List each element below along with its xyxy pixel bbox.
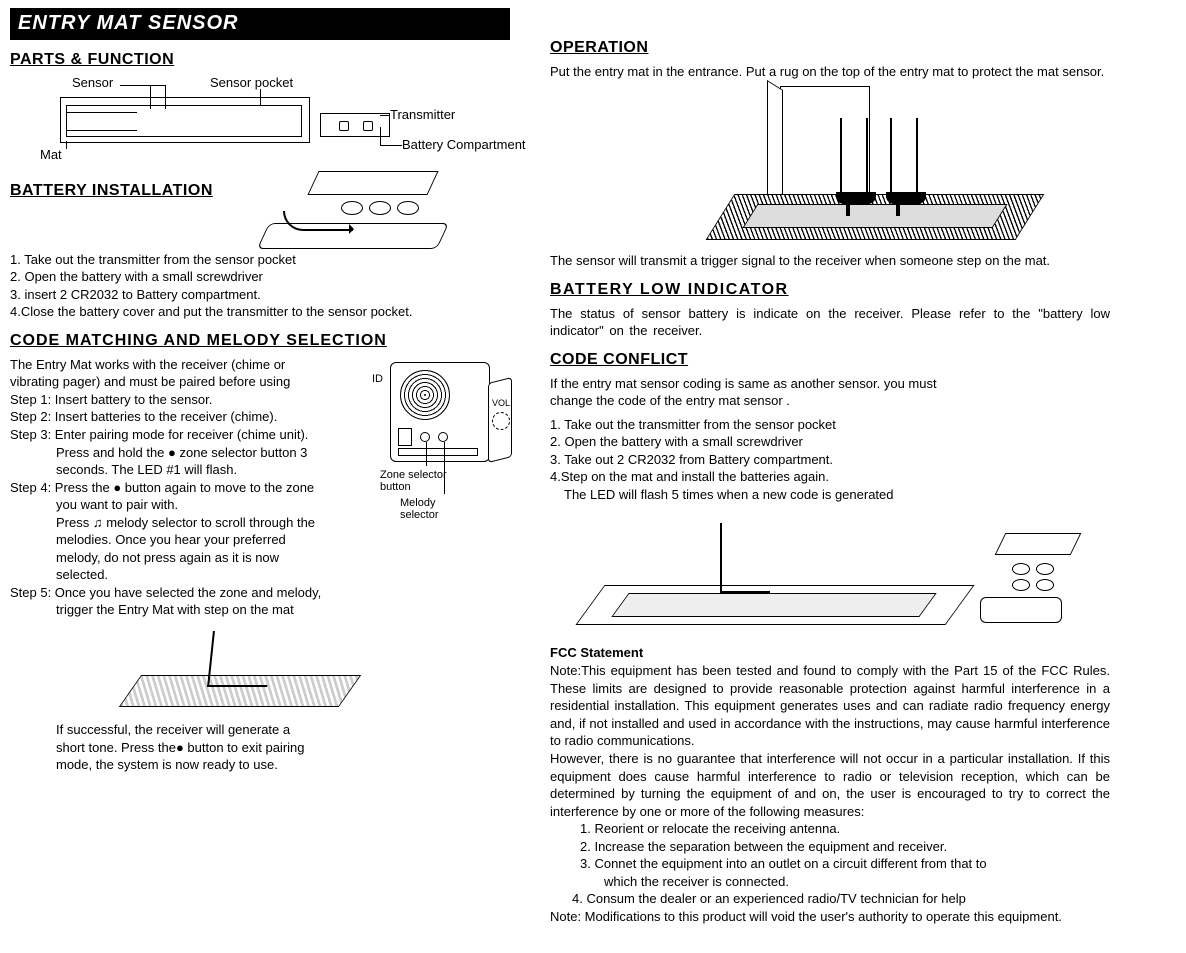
bi-step-3: 3. insert 2 CR2032 to Battery compartmen… bbox=[10, 286, 510, 304]
operation-heading: OPERATION bbox=[550, 38, 1110, 59]
code-conflict-steps: 1. Take out the transmitter from the sen… bbox=[550, 416, 1110, 504]
fcc-p2: However, there is no guarantee that inte… bbox=[550, 750, 1110, 820]
cm-step-4d: melodies. Once you hear your preferred bbox=[10, 531, 362, 549]
cm-step-3b: Press and hold the ● zone selector butto… bbox=[10, 444, 362, 462]
label-vol: VOL. bbox=[492, 398, 513, 410]
parts-diagram: Sensor pocket Sensor Mat Transmitter Bat… bbox=[10, 75, 510, 165]
battery-install-heading: BATTERY INSTALLATION bbox=[10, 181, 213, 202]
cm-step-4b: you want to pair with. bbox=[10, 496, 362, 514]
cc-step-2: 2. Open the battery with a small screwdr… bbox=[550, 433, 1110, 451]
bi-step-2: 2. Open the battery with a small screwdr… bbox=[10, 268, 510, 286]
cc-intro-a: If the entry mat sensor coding is same a… bbox=[550, 375, 1110, 393]
operation-text-1: Put the entry mat in the entrance. Put a… bbox=[550, 63, 1110, 81]
bi-step-4: 4.Close the battery cover and put the tr… bbox=[10, 303, 510, 321]
code-match-footer: If successful, the receiver will generat… bbox=[10, 721, 510, 774]
fcc-heading: FCC Statement bbox=[550, 645, 1110, 662]
label-selector: selector bbox=[400, 508, 439, 522]
cm-footer-3: mode, the system is now ready to use. bbox=[56, 756, 510, 774]
battery-install-steps: 1. Take out the transmitter from the sen… bbox=[10, 251, 510, 321]
cc-step-extra: The LED will flash 5 times when a new co… bbox=[550, 486, 1110, 504]
label-id: ID bbox=[372, 372, 383, 386]
cm-step-4a: Step 4: Press the ● button again to move… bbox=[10, 479, 362, 497]
fcc-note: Note: Modifications to this product will… bbox=[550, 908, 1110, 926]
code-conflict-intro: If the entry mat sensor coding is same a… bbox=[550, 375, 1110, 410]
label-mat: Mat bbox=[40, 147, 62, 164]
cm-step-4e: melody, do not press again as it is now bbox=[10, 549, 362, 567]
cc-step-4: 4.Step on the mat and install the batter… bbox=[550, 468, 1110, 486]
label-sensor-pocket: Sensor pocket bbox=[210, 75, 293, 92]
battery-low-heading: BATTERY LOW INDICATOR bbox=[550, 280, 1110, 301]
cm-step-5a: Step 5: Once you have selected the zone … bbox=[10, 584, 362, 602]
fcc-m2: 2. Increase the separation between the e… bbox=[550, 838, 1110, 856]
cm-step-5b: trigger the Entry Mat with step on the m… bbox=[10, 601, 362, 619]
cm-step-2: Step 2: Insert batteries to the receiver… bbox=[10, 408, 362, 426]
fcc-measures: 1. Reorient or relocate the receiving an… bbox=[550, 820, 1110, 908]
cc-step-1: 1. Take out the transmitter from the sen… bbox=[550, 416, 1110, 434]
receiver-diagram: ID VOL. Zone selector button Melody sele… bbox=[370, 356, 510, 526]
fcc-m4: 4. Consum the dealer or an experienced r… bbox=[550, 890, 1110, 908]
label-transmitter: Transmitter bbox=[390, 107, 455, 124]
cm-footer-1: If successful, the receiver will generat… bbox=[56, 721, 510, 739]
cm-footer-2: short tone. Press the● button to exit pa… bbox=[56, 739, 510, 757]
operation-text-2: The sensor will transmit a trigger signa… bbox=[550, 252, 1110, 270]
battery-install-diagram bbox=[223, 171, 510, 251]
operation-diagram bbox=[550, 86, 1110, 246]
code-conflict-heading: CODE CONFLICT bbox=[550, 350, 1110, 371]
cm-step-3c: seconds. The LED #1 will flash. bbox=[10, 461, 362, 479]
cm-intro-2: vibrating pager) and must be paired befo… bbox=[10, 373, 362, 391]
fcc-m1: 1. Reorient or relocate the receiving an… bbox=[550, 820, 1110, 838]
fcc-m3b: which the receiver is connected. bbox=[550, 873, 1110, 891]
cm-intro-1: The Entry Mat works with the receiver (c… bbox=[10, 356, 362, 374]
cm-step-3a: Step 3: Enter pairing mode for receiver … bbox=[10, 426, 362, 444]
battery-low-text: The status of sensor battery is indicate… bbox=[550, 305, 1110, 340]
title-bar: ENTRY MAT SENSOR bbox=[10, 8, 510, 40]
step-on-mat-diagram bbox=[90, 625, 390, 715]
cc-intro-b: change the code of the entry mat sensor … bbox=[550, 392, 1110, 410]
cc-step-3: 3. Take out 2 CR2032 from Battery compar… bbox=[550, 451, 1110, 469]
sensor-strip bbox=[66, 105, 302, 137]
label-battery-compartment: Battery Compartment bbox=[402, 137, 526, 154]
code-match-text: The Entry Mat works with the receiver (c… bbox=[10, 356, 362, 619]
code-match-heading: CODE MATCHING AND MELODY SELECTION bbox=[10, 331, 510, 352]
cm-step-4f: selected. bbox=[10, 566, 362, 584]
left-column: ENTRY MAT SENSOR PARTS & FUNCTION Sensor… bbox=[10, 8, 510, 945]
fcc-p1: Note:This equipment has been tested and … bbox=[550, 662, 1110, 750]
cm-step-4c: Press ♫ melody selector to scroll throug… bbox=[10, 514, 362, 532]
label-sensor: Sensor bbox=[72, 75, 113, 92]
bi-step-1: 1. Take out the transmitter from the sen… bbox=[10, 251, 510, 269]
parts-heading: PARTS & FUNCTION bbox=[10, 50, 510, 71]
fcc-m3: 3. Connet the equipment into an outlet o… bbox=[550, 855, 1110, 873]
label-zone-button: button bbox=[380, 480, 411, 494]
cm-step-1: Step 1: Insert battery to the sensor. bbox=[10, 391, 362, 409]
code-conflict-diagram bbox=[550, 509, 1110, 639]
right-column: OPERATION Put the entry mat in the entra… bbox=[550, 8, 1110, 945]
